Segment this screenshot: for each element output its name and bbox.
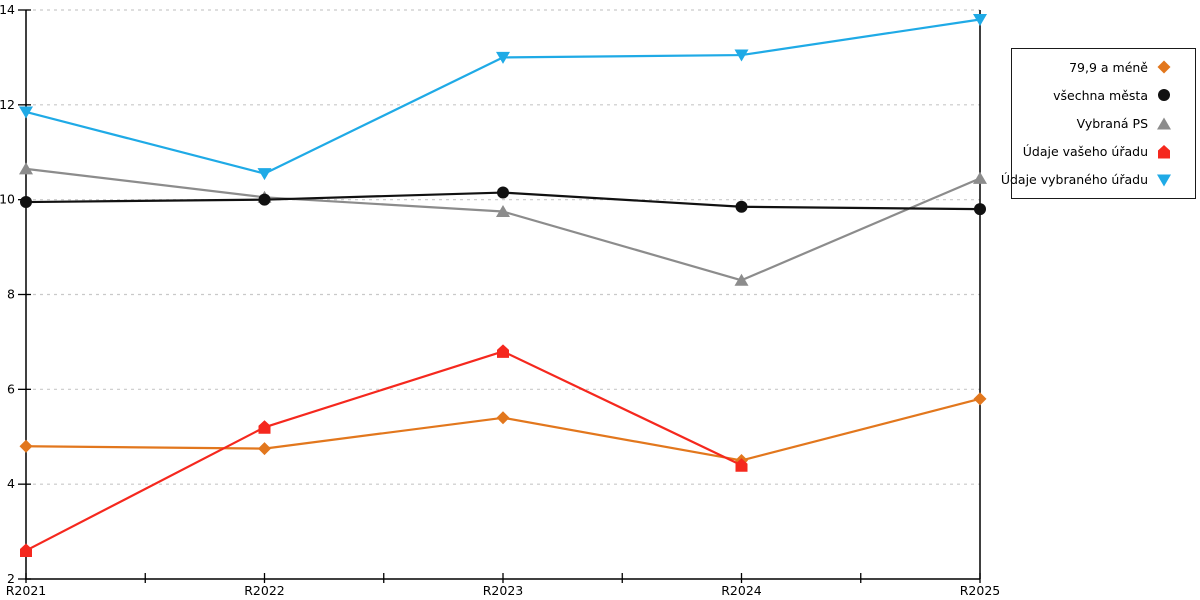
- y-tick-label: 8: [7, 287, 15, 302]
- series-line: [25, 350, 742, 552]
- data-point-marker: [973, 171, 987, 184]
- y-tick-label: 14: [0, 2, 15, 17]
- data-point-marker: [973, 13, 987, 26]
- data-point-marker: [258, 193, 271, 206]
- data-point-marker: [734, 49, 749, 62]
- data-point-marker: [1158, 89, 1170, 102]
- x-tick-label: R2021: [6, 583, 47, 598]
- data-point-marker: [974, 203, 986, 216]
- legend-label: Údaje vašeho úřadu: [1022, 144, 1148, 160]
- data-point-marker: [20, 543, 32, 558]
- triangle-down-marker-icon: [1157, 174, 1171, 187]
- data-point-marker: [496, 411, 510, 425]
- x-tick-label: R2025: [960, 583, 1001, 598]
- data-point-marker: [19, 106, 33, 119]
- x-tick-label: R2023: [483, 583, 524, 598]
- data-point-marker: [257, 168, 272, 181]
- legend-item: Údaje vybraného úřadu: [1001, 166, 1195, 194]
- data-point-marker: [1157, 117, 1171, 129]
- legend-label: Vybraná PS: [1076, 116, 1148, 131]
- y-tick-label: 4: [7, 476, 15, 491]
- series-line: [25, 18, 981, 175]
- legend-item: všechna města: [1012, 81, 1195, 109]
- data-point-marker: [258, 420, 271, 434]
- data-point-marker: [258, 442, 271, 456]
- data-point-marker: [19, 162, 33, 175]
- data-point-marker: [20, 196, 32, 209]
- data-point-marker: [1157, 60, 1171, 74]
- data-point-marker: [735, 200, 748, 213]
- legend-label: 79,9 a méně: [1069, 59, 1148, 75]
- pentagon-marker-icon: [1158, 144, 1170, 159]
- series-line: [25, 167, 981, 282]
- data-point-marker: [1157, 174, 1171, 187]
- y-tick-label: 12: [0, 97, 15, 112]
- triangle-up-marker-icon: [1157, 117, 1171, 129]
- legend-label: všechna města: [1053, 87, 1148, 103]
- data-point-marker: [497, 344, 509, 358]
- legend-item: 79,9 a méně: [1012, 53, 1195, 81]
- y-tick-label: 6: [7, 381, 15, 396]
- circle-marker-icon: [1158, 89, 1170, 102]
- legend-item: Vybraná PS: [1012, 109, 1195, 137]
- line-chart-plot-area: 2 4 6 8 10 12 14 R2021 R2022 R2023 R2024 R2025: [0, 2, 1001, 598]
- data-point-marker: [19, 439, 33, 453]
- x-tick-label: R2024: [721, 583, 762, 598]
- y-tick-label: 2: [7, 571, 15, 586]
- legend-label: Údaje vybraného úřadu: [1000, 172, 1148, 188]
- legend-item: Údaje vašeho úřadu: [1012, 138, 1195, 166]
- data-point-marker: [734, 273, 749, 286]
- data-point-marker: [973, 392, 987, 406]
- data-point-marker: [496, 205, 510, 218]
- data-point-marker: [735, 458, 748, 472]
- data-point-marker: [497, 186, 509, 199]
- legend: 79,9 a méně všechna města Vybraná PS Úda…: [1001, 48, 1196, 199]
- x-tick-label: R2022: [244, 583, 285, 598]
- data-point-marker: [496, 51, 510, 64]
- y-tick-label: 10: [0, 192, 15, 207]
- diamond-marker-icon: [1157, 60, 1171, 74]
- data-point-marker: [1158, 144, 1170, 159]
- series-line: [25, 397, 981, 462]
